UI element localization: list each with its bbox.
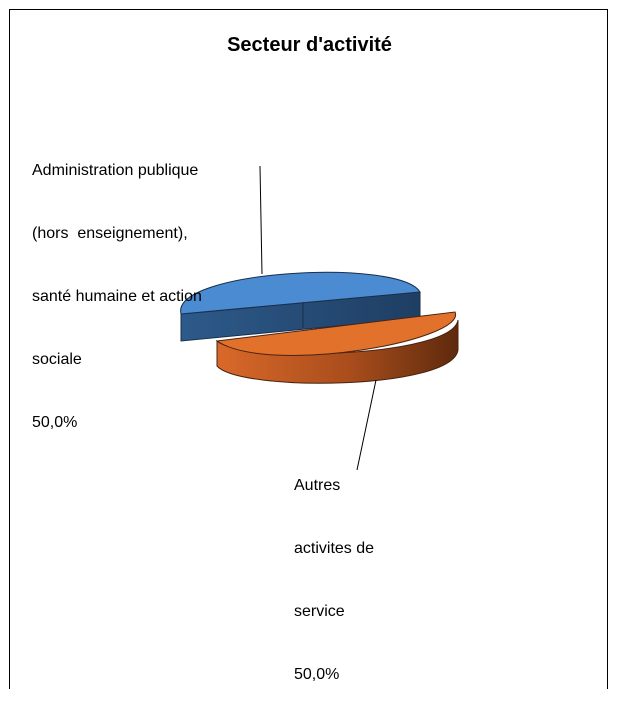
data-label-autres-line-2: activites de (294, 540, 375, 557)
leader-line-administration (259, 165, 263, 275)
data-label-administration-line-3: santé humaine et action (32, 288, 202, 305)
pie-slice-autres (215, 311, 459, 384)
data-label-administration-line-4: sociale (32, 351, 82, 368)
pie-chart (180, 165, 459, 471)
pie-slice-administration (180, 271, 421, 342)
data-label-administration-value: 50,0% (32, 414, 78, 431)
data-label-autres: Autres activites de service 50,0% (294, 433, 374, 706)
data-label-autres-line-1: Autres (294, 477, 341, 494)
chart-title: Secteur d'activité (227, 34, 392, 56)
data-label-administration-line-2: (hors enseignement), (32, 225, 188, 242)
data-label-administration: Administration publique (hors enseigneme… (32, 118, 202, 454)
data-label-autres-line-3: service (294, 603, 345, 620)
leader-line-autres (356, 379, 377, 471)
data-label-autres-value: 50,0% (294, 666, 340, 683)
pie-slice-administration-top (180, 271, 421, 315)
data-label-administration-line-1: Administration publique (32, 162, 199, 179)
pie-slice-autres-top (215, 311, 456, 356)
chart-frame (9, 9, 608, 689)
